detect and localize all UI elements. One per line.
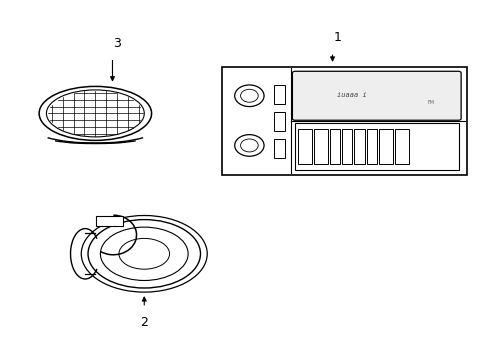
Text: iuaaa i: iuaaa i — [337, 92, 366, 98]
Circle shape — [234, 85, 264, 107]
FancyBboxPatch shape — [292, 71, 460, 120]
Text: FM: FM — [427, 100, 433, 105]
Bar — [329, 129, 340, 164]
Bar — [394, 129, 408, 164]
Bar — [96, 216, 123, 226]
Ellipse shape — [81, 216, 207, 292]
Text: 1: 1 — [333, 31, 341, 44]
Bar — [273, 139, 284, 158]
Ellipse shape — [119, 238, 169, 269]
Bar — [354, 129, 364, 164]
Bar — [222, 67, 466, 175]
Bar — [313, 129, 327, 164]
Ellipse shape — [88, 220, 200, 288]
Ellipse shape — [46, 90, 144, 137]
Bar — [366, 129, 376, 164]
Circle shape — [240, 139, 258, 152]
Ellipse shape — [39, 86, 151, 140]
Bar — [294, 123, 458, 170]
Circle shape — [234, 135, 264, 156]
Text: 3: 3 — [113, 37, 121, 50]
Circle shape — [240, 89, 258, 102]
Ellipse shape — [100, 227, 188, 280]
Bar — [342, 129, 352, 164]
Text: 2: 2 — [140, 316, 148, 329]
Bar — [273, 112, 284, 131]
Bar — [273, 85, 284, 104]
Bar — [378, 129, 392, 164]
Bar — [297, 129, 311, 164]
